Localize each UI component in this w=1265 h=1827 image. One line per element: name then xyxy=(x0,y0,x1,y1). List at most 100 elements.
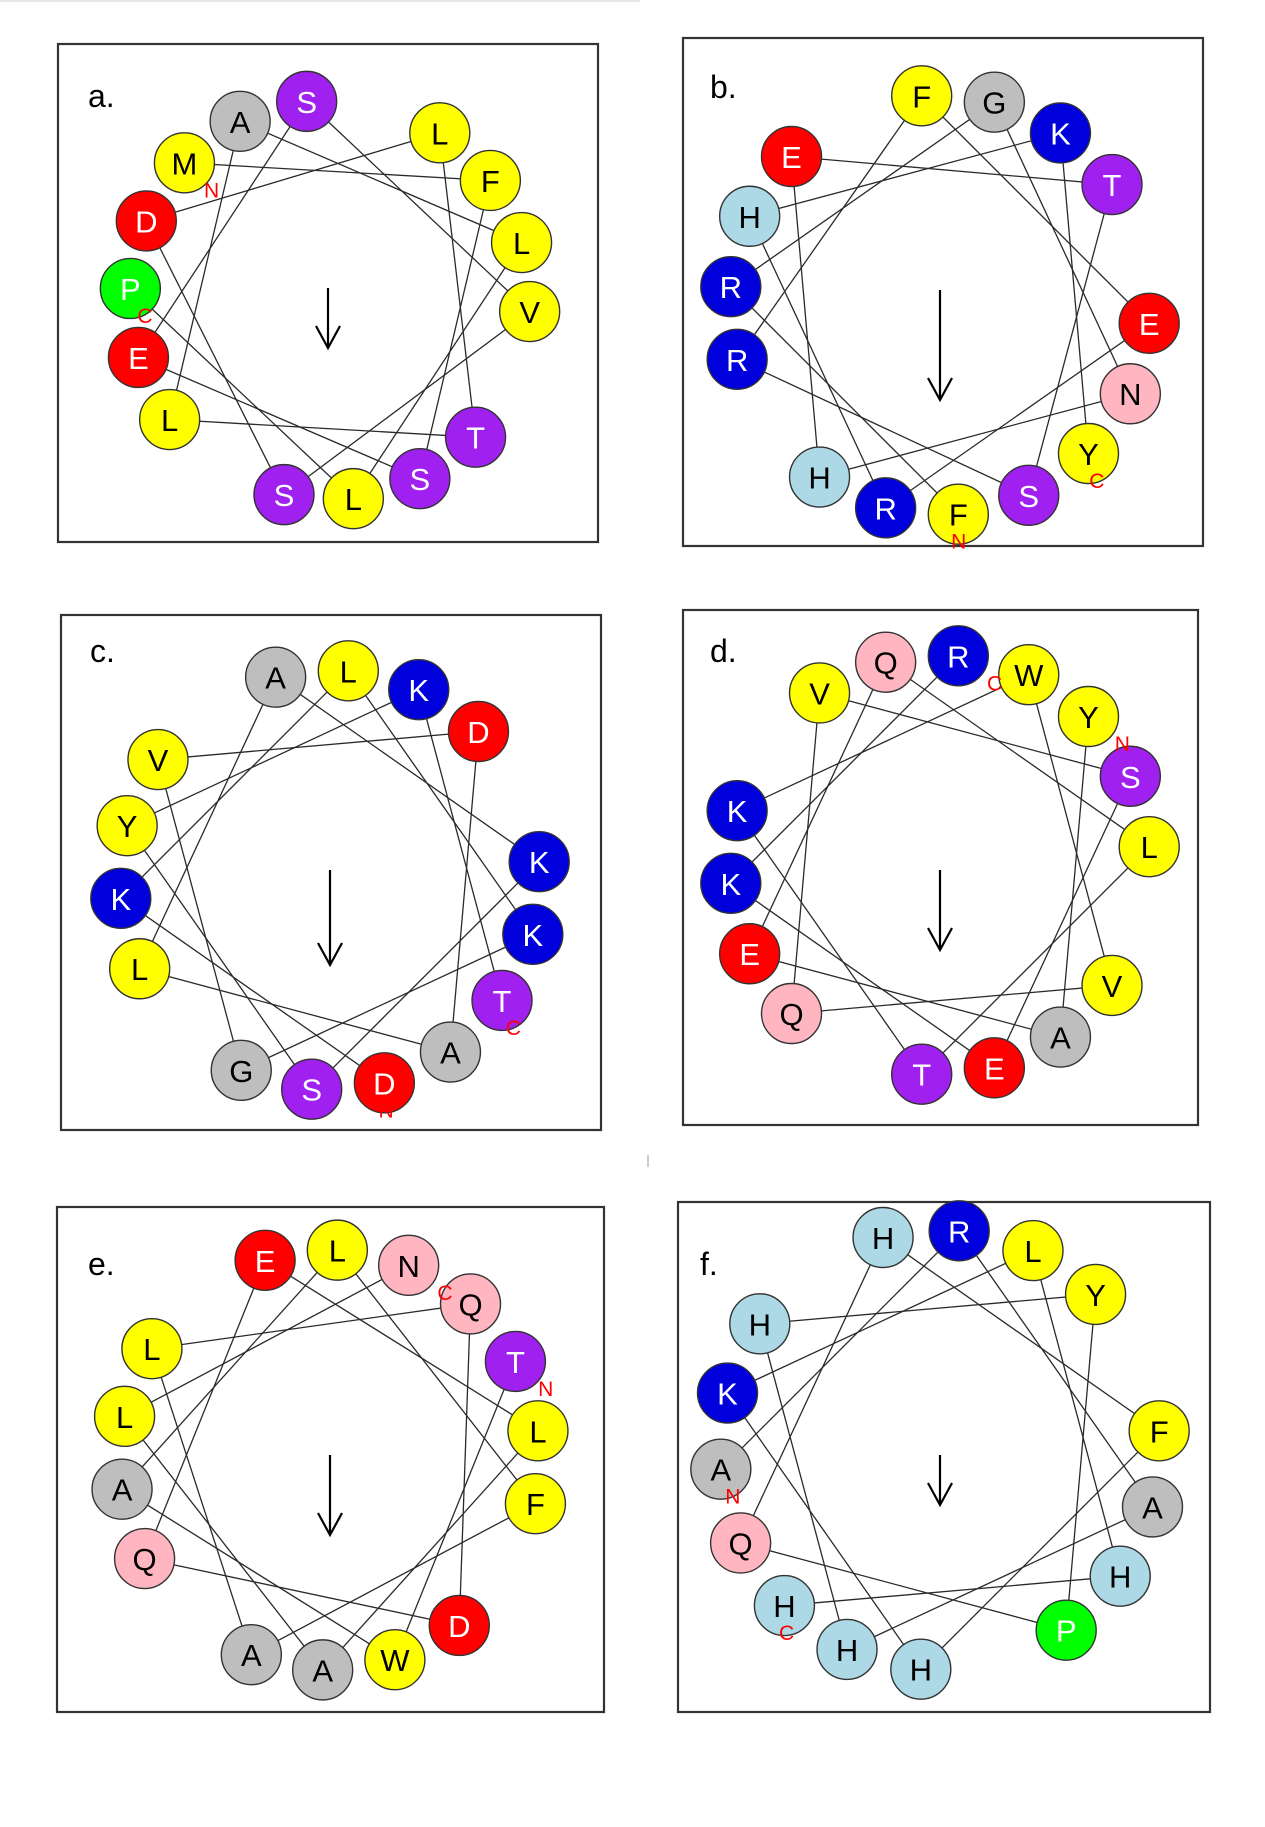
wheel-connector-line xyxy=(993,101,1131,395)
residue-circle xyxy=(927,625,990,687)
wheel-connector-line xyxy=(120,897,385,1084)
residue-circle xyxy=(1121,1476,1184,1538)
residue-circle xyxy=(890,1638,952,1700)
residue-letter: T xyxy=(466,421,485,456)
residue-letter: A xyxy=(265,661,286,696)
residue-circle xyxy=(507,1400,569,1462)
residue-circle xyxy=(927,483,990,545)
residue-node: L xyxy=(121,1318,183,1380)
residue-letter: L xyxy=(329,1234,346,1269)
residue-letter: F xyxy=(1150,1414,1169,1449)
residue-letter: A xyxy=(230,105,251,140)
residue-circle xyxy=(317,640,380,702)
wheel-connector-line xyxy=(736,810,923,1075)
wheel-connections xyxy=(121,1249,539,1671)
residue-letter: A xyxy=(710,1453,731,1488)
hydrophobic-moment-arrowhead xyxy=(927,1482,953,1508)
residue-node: L xyxy=(317,640,380,702)
wheel-connector-line xyxy=(819,692,1131,777)
residue-node: P xyxy=(1035,1599,1097,1661)
residue-node: A xyxy=(1121,1476,1184,1538)
residue-node: R xyxy=(928,1200,990,1262)
residue-node: A xyxy=(419,1021,482,1083)
hydrophobic-moment-arrowhead xyxy=(927,377,953,403)
residue-letter: Q xyxy=(874,646,898,681)
residue-circle xyxy=(353,1052,416,1114)
wheel-connector-line xyxy=(1065,1294,1097,1631)
residue-circle xyxy=(508,830,570,893)
residue-letter: H xyxy=(836,1633,858,1668)
residue-node: V xyxy=(1081,954,1143,1017)
residue-circle xyxy=(444,406,507,468)
residue-circle xyxy=(706,328,768,391)
residue-circle xyxy=(428,1594,490,1657)
c-terminus-marker: C xyxy=(506,1017,521,1040)
wheel-connector-line xyxy=(139,968,451,1053)
residue-letter: A xyxy=(440,1036,461,1071)
wheel-connector-line xyxy=(394,1361,517,1660)
residue-node: F xyxy=(504,1472,567,1535)
residue-node: Q xyxy=(439,1273,502,1335)
residue-letter: L xyxy=(1024,1234,1041,1269)
wheel-connector-line xyxy=(736,358,1030,496)
residue-circle xyxy=(108,938,171,1000)
residue-node: H xyxy=(753,1574,816,1637)
wheel-connector-line xyxy=(139,676,277,970)
residue-node: K xyxy=(508,830,570,893)
residue-circle xyxy=(753,1574,816,1637)
residue-circle xyxy=(1029,102,1092,164)
wheel-connector-line xyxy=(726,1392,922,1670)
residue-letter: E xyxy=(739,937,760,972)
residue-circle xyxy=(209,90,271,153)
wheel-connector-line xyxy=(121,1488,396,1661)
wheel-connector-line xyxy=(251,1503,536,1656)
residue-letter: K xyxy=(727,794,748,829)
residue-node: Q xyxy=(113,1527,176,1590)
residue-node: S xyxy=(1099,745,1162,807)
residue-letter: G xyxy=(982,86,1006,121)
residue-circle xyxy=(998,464,1060,527)
residue-letter: S xyxy=(410,462,431,497)
residue-circle xyxy=(322,467,385,530)
residue-circle xyxy=(389,447,451,510)
n-terminus-marker: N xyxy=(951,531,966,554)
residue-node: Y xyxy=(1057,422,1120,485)
residue-node: L xyxy=(1118,815,1180,878)
residue-letter: Y xyxy=(117,809,138,844)
wheel-connector-line xyxy=(239,120,522,244)
residue-letter: F xyxy=(526,1487,545,1522)
residue-node: F xyxy=(927,483,990,545)
residue-node: M xyxy=(153,132,216,194)
wheel-connector-line xyxy=(740,1237,884,1544)
c-terminus-marker: C xyxy=(437,1282,452,1305)
hydrophobic-moment-arrowhead xyxy=(927,927,953,953)
residue-node: E xyxy=(107,326,170,389)
residue-node: K xyxy=(706,779,768,842)
panel-frame xyxy=(676,1200,1212,1714)
residue-node: P xyxy=(99,257,162,320)
residue-letter: Q xyxy=(729,1526,753,1561)
wheel-connector-line xyxy=(791,155,1113,186)
residue-node: S xyxy=(280,1058,343,1120)
residue-node: L xyxy=(306,1219,369,1281)
wheel-connector-line xyxy=(347,670,534,935)
wheel-connector-line xyxy=(418,689,503,1001)
residue-circle xyxy=(1081,954,1143,1017)
residue-circle xyxy=(1118,815,1180,878)
residue-node: Q xyxy=(709,1512,772,1574)
residue-letter: E xyxy=(255,1244,276,1279)
residue-node: H xyxy=(852,1206,914,1269)
residue-node: T xyxy=(890,1043,953,1105)
residue-node: R xyxy=(854,477,917,539)
residue-circle xyxy=(854,631,917,693)
residue-node: Y xyxy=(1057,685,1120,748)
residue-circle xyxy=(760,125,823,188)
residue-letter: D xyxy=(467,715,489,750)
residue-letter: K xyxy=(717,1377,738,1412)
residue-node: L xyxy=(409,102,471,164)
residue-letter: H xyxy=(773,1589,795,1624)
residue-node: T xyxy=(1081,153,1143,216)
residue-circle xyxy=(718,185,781,247)
residue-letter: V xyxy=(148,743,169,778)
